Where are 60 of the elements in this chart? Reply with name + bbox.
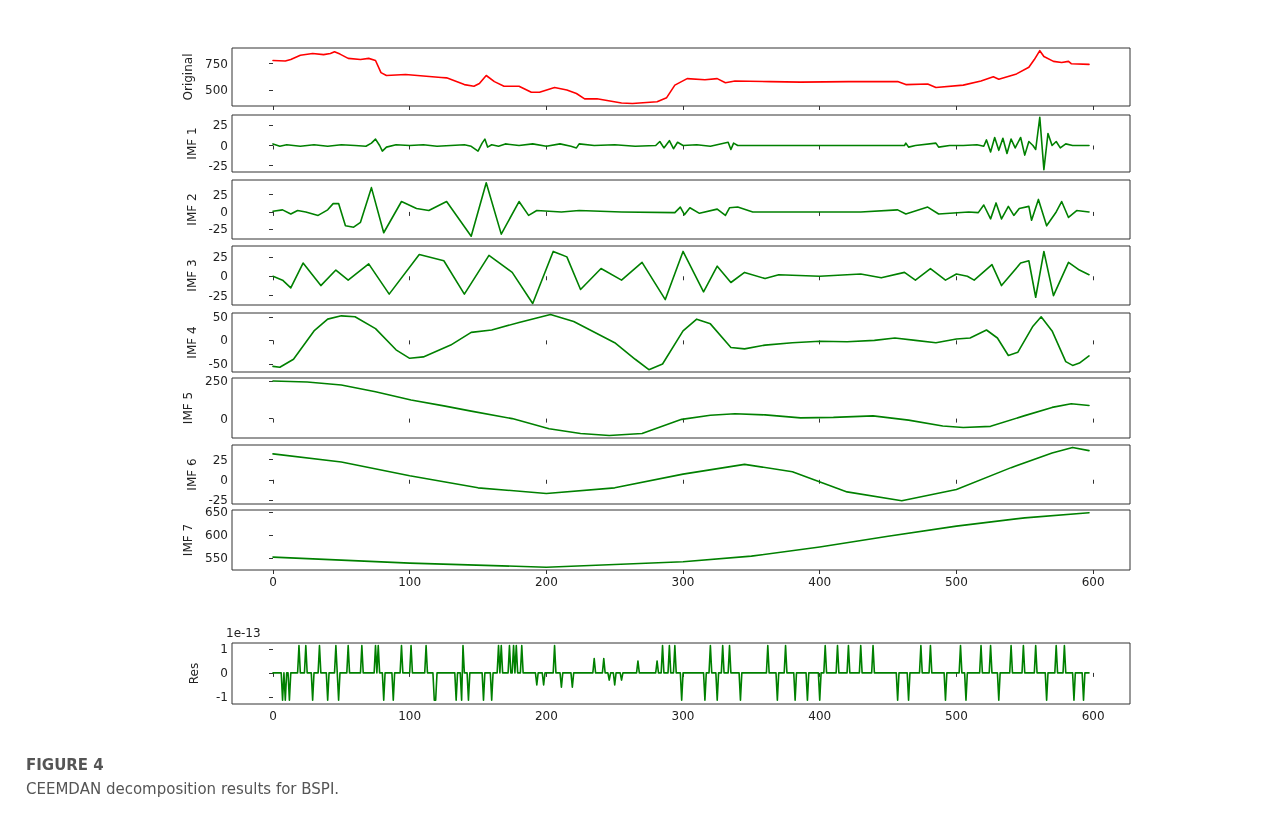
y-tick-label: -25 xyxy=(208,288,228,303)
y-tick-label: 0 xyxy=(220,333,228,348)
x-tick-label: 300 xyxy=(671,709,695,723)
y-tick-label: 0 xyxy=(220,269,228,284)
line-series xyxy=(272,511,1090,569)
y-axis-title: Original xyxy=(181,53,196,101)
y-tick-label: 25 xyxy=(212,118,228,133)
text: 1e-13 xyxy=(226,626,261,640)
line-series xyxy=(272,313,1090,371)
y-axis-title: IMF 5 xyxy=(181,391,196,425)
line-series xyxy=(272,380,1090,437)
y-tick-label: 0 xyxy=(220,411,228,426)
y-tick-label: 250 xyxy=(205,374,228,389)
y-tick-label: 25 xyxy=(212,452,228,467)
y-tick-label: 650 xyxy=(205,505,228,520)
line-series xyxy=(272,116,1090,171)
y-tick-label: -50 xyxy=(208,356,228,371)
x-tick-label: 500 xyxy=(944,575,968,589)
x-tick-label: 200 xyxy=(534,575,558,589)
x-tick-label: 100 xyxy=(398,575,422,589)
x-tick-label: 200 xyxy=(534,709,558,723)
x-tick-label: 300 xyxy=(671,575,695,589)
x-tick-label: 0 xyxy=(269,709,277,723)
x-tick-label: 0 xyxy=(269,575,277,589)
y-tick-label: 600 xyxy=(205,528,228,543)
y-tick-label: 0 xyxy=(220,472,228,487)
y-tick-label: -1 xyxy=(216,689,228,704)
line-series xyxy=(272,250,1090,305)
y-tick-label: 1 xyxy=(220,641,228,656)
x-tick-label: 400 xyxy=(808,575,832,589)
x-tick-label: 600 xyxy=(1081,575,1105,589)
y-tick-label: 750 xyxy=(205,56,228,71)
x-tick-label: 600 xyxy=(1081,709,1105,723)
y-tick-label: -25 xyxy=(208,492,228,507)
y-axis-title: IMF 1 xyxy=(184,127,199,160)
y-axis-title: IMF 3 xyxy=(184,259,199,292)
y-tick-label: 0 xyxy=(220,204,228,219)
y-tick-label: 50 xyxy=(212,309,228,324)
y-axis-title: IMF 7 xyxy=(181,523,196,557)
y-axis-title: IMF 4 xyxy=(184,326,199,359)
y-tick-label: 25 xyxy=(212,187,228,202)
x-tick-label: 500 xyxy=(944,709,968,723)
x-tick-label: 400 xyxy=(808,709,832,723)
y-tick-label: 500 xyxy=(205,83,228,98)
line-series xyxy=(272,446,1090,502)
y-axis-title: IMF 6 xyxy=(184,458,199,491)
line-series xyxy=(272,644,1090,701)
y-tick-label: -25 xyxy=(208,158,228,173)
y-axis-title: Res xyxy=(187,662,201,685)
y-tick-label: -25 xyxy=(208,222,228,237)
x-tick-label: 100 xyxy=(398,709,422,723)
text: CEEMDAN decomposition results for BSPI. xyxy=(26,780,340,798)
y-axis-title: IMF 2 xyxy=(184,193,199,226)
y-tick-label: 25 xyxy=(212,249,228,264)
line-series xyxy=(272,181,1090,238)
caption: FIGURE 4 xyxy=(26,756,104,774)
line-series xyxy=(272,49,1090,105)
y-tick-label: 550 xyxy=(205,551,228,566)
y-tick-label: 0 xyxy=(220,138,228,153)
y-tick-label: 0 xyxy=(220,665,228,680)
